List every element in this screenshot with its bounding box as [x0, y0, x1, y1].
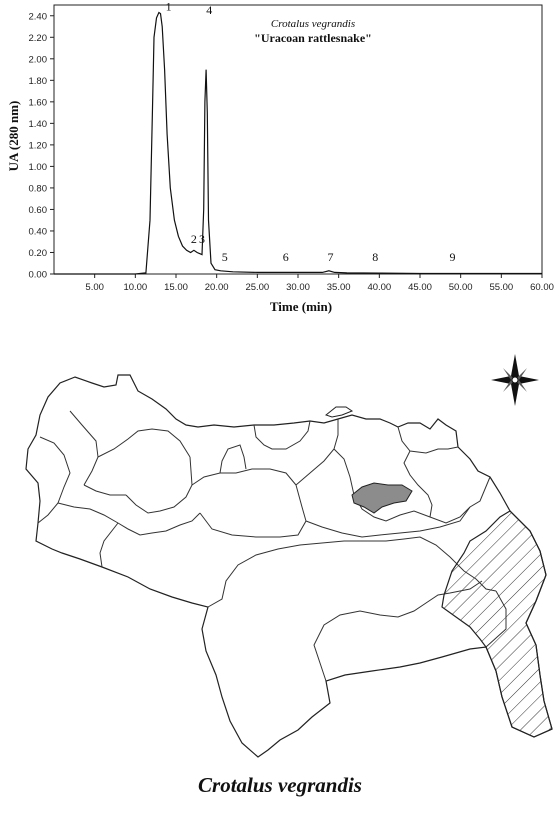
y-tick-label: 2.20	[29, 33, 48, 44]
x-tick-label: 50.00	[449, 282, 473, 293]
x-tick-label: 45.00	[408, 282, 432, 293]
x-tick-label: 55.00	[489, 282, 513, 293]
peak-label-3: 3	[199, 232, 205, 246]
species-range-area	[351, 482, 413, 514]
plot-area-frame	[53, 4, 543, 275]
peak-label-4: 4	[206, 3, 212, 17]
peak-label-5: 5	[222, 250, 228, 264]
x-axis-ticks: 5.00 10.00 15.00 20.00 25.00 30.00 35.00 40.00 4…	[85, 274, 554, 293]
compass-rose-icon	[491, 354, 539, 406]
map-caption: Crotalus vegrandis	[198, 773, 362, 797]
x-tick-label: 30.00	[286, 282, 310, 293]
chromatogram-trace	[54, 11, 542, 275]
x-tick-label: 40.00	[367, 282, 391, 293]
y-axis-ticks: 0.00 0.20 0.40 0.60 0.80 1.00 1.20 1.40 1.60 1.80…	[29, 11, 54, 281]
y-tick-label: 1.60	[29, 97, 48, 108]
y-tick-label: 2.40	[29, 11, 48, 22]
x-tick-label: 35.00	[327, 282, 351, 293]
peak-label-6: 6	[283, 250, 289, 264]
y-tick-label: 2.00	[29, 54, 48, 65]
chart-title: Crotalus vegrandis	[271, 18, 355, 30]
x-tick-label: 15.00	[164, 282, 188, 293]
chromatogram-chart: 5.00 10.00 15.00 20.00 25.00 30.00 35.00 40.00 4…	[6, 0, 554, 314]
y-tick-label: 0.20	[29, 248, 48, 259]
y-tick-label: 0.00	[29, 270, 48, 281]
y-tick-label: 0.40	[29, 226, 48, 237]
x-tick-label: 25.00	[245, 282, 269, 293]
x-tick-label: 20.00	[205, 282, 229, 293]
x-tick-label: 10.00	[123, 282, 147, 293]
x-tick-label: 5.00	[85, 282, 104, 293]
chart-subtitle: "Uracoan rattlesnake"	[254, 31, 372, 45]
y-axis-label: UA (280 nm)	[6, 101, 21, 172]
y-tick-label: 1.40	[29, 119, 48, 130]
island-outline	[324, 406, 354, 418]
peak-label-2: 2	[191, 232, 197, 246]
y-tick-label: 1.00	[29, 162, 48, 173]
x-tick-label: 60.00	[530, 282, 554, 293]
peak-label-7: 7	[327, 250, 333, 264]
state-boundaries	[37, 410, 507, 682]
y-tick-label: 1.20	[29, 140, 48, 151]
y-tick-label: 0.80	[29, 183, 48, 194]
x-axis-label: Time (min)	[270, 299, 332, 314]
peak-label-9: 9	[449, 250, 455, 264]
peak-labels: 12 345 6 7 8 9	[166, 0, 456, 264]
y-tick-label: 0.60	[29, 205, 48, 216]
peak-label-8: 8	[372, 250, 378, 264]
y-tick-label: 1.80	[29, 76, 48, 87]
hatched-region	[441, 510, 553, 738]
distribution-map	[25, 354, 553, 758]
peak-label-1: 1	[166, 0, 172, 14]
